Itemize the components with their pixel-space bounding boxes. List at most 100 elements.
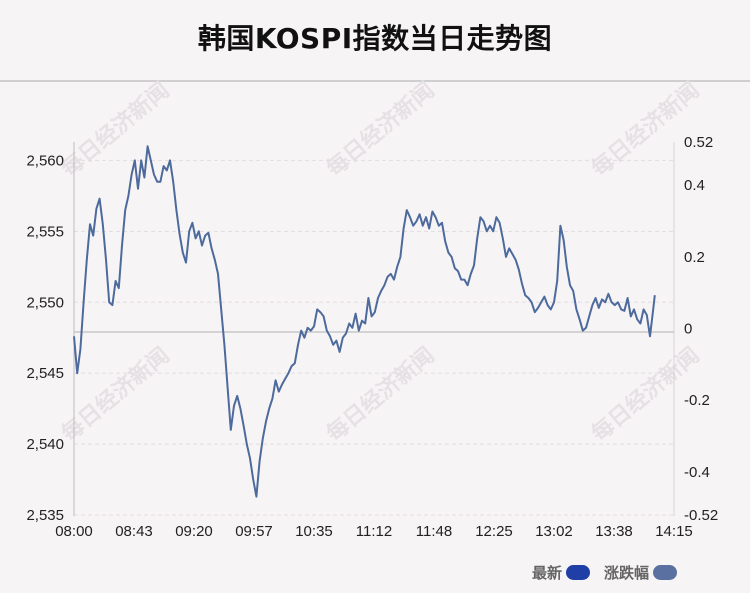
data-point [220, 309, 222, 311]
data-point [643, 309, 645, 311]
chart-title: 韩国KOSPI指数当日走势图 [197, 22, 553, 55]
data-point [294, 362, 296, 364]
data-point [624, 310, 626, 312]
data-point [595, 297, 597, 299]
legend-item-latest[interactable]: 最新 [532, 562, 591, 583]
data-point [614, 304, 616, 306]
data-point [224, 344, 226, 346]
data-point [387, 276, 389, 278]
data-point [236, 395, 238, 397]
data-point [342, 337, 344, 339]
data-point [76, 372, 78, 374]
data-point [576, 309, 578, 311]
data-point [268, 408, 270, 410]
data-point [448, 252, 450, 254]
x-tick-label: 11:48 [416, 523, 452, 540]
data-point [188, 230, 190, 232]
data-point [217, 273, 219, 275]
data-point [313, 326, 315, 328]
data-point [137, 188, 139, 190]
data-point [182, 252, 184, 254]
data-point [284, 378, 286, 380]
data-point [547, 304, 549, 306]
legend-swatch-change [653, 565, 678, 580]
data-point [508, 248, 510, 250]
data-point [243, 425, 245, 427]
data-point [86, 259, 88, 261]
title-divider [0, 80, 750, 82]
data-point [240, 408, 242, 410]
data-point [185, 262, 187, 264]
data-point [499, 222, 501, 224]
data-point [332, 344, 334, 346]
data-point [534, 311, 536, 313]
x-tick-label: 10:35 [295, 523, 333, 540]
data-point [364, 323, 366, 325]
data-point [214, 259, 216, 261]
data-point [406, 209, 408, 211]
data-point [291, 365, 293, 367]
data-point [432, 211, 434, 213]
axis-layer: 2,535 2,540 2,545 2,550 2,555 2,560 -0.52 -0.4 -… [26, 134, 718, 540]
data-point [246, 443, 248, 445]
watermark-text: 每日经济新闻 [587, 77, 705, 182]
data-point [460, 279, 462, 281]
data-point [502, 238, 504, 240]
x-tick-label: 08:00 [55, 523, 93, 540]
data-point [512, 253, 514, 255]
data-point [505, 256, 507, 258]
data-point [380, 290, 382, 292]
data-point [476, 238, 478, 240]
data-point [604, 301, 606, 303]
legend-swatch-latest [566, 565, 591, 580]
data-point [118, 287, 120, 289]
data-point [409, 216, 411, 218]
data-point [230, 429, 232, 431]
x-tick-label: 13:02 [535, 523, 573, 540]
data-point [300, 330, 302, 332]
legend-item-change[interactable]: 涨跌幅 [604, 562, 678, 583]
data-point [323, 316, 325, 318]
data-point [176, 209, 178, 211]
data-point [582, 330, 584, 332]
data-point [377, 297, 379, 299]
data-point [649, 335, 651, 337]
data-point [108, 301, 110, 303]
data-point [195, 238, 197, 240]
data-point [428, 228, 430, 230]
data-point [249, 457, 251, 459]
data-point [352, 327, 354, 329]
data-point [438, 225, 440, 227]
data-point [524, 294, 526, 296]
data-point [262, 438, 264, 440]
data-point [556, 280, 558, 282]
data-point [320, 311, 322, 313]
data-point [633, 309, 635, 311]
data-point [147, 145, 149, 147]
data-point [355, 313, 357, 315]
y-right-tick-label: -0.2 [684, 392, 710, 409]
y-left-tick-label: 2,545 [26, 365, 64, 382]
data-point [617, 301, 619, 303]
data-point [345, 333, 347, 335]
data-point [400, 256, 402, 258]
data-point [121, 245, 123, 247]
legend: 最新 涨跌幅 [532, 562, 691, 583]
y-left-tick-label: 2,560 [26, 152, 64, 169]
y-left-tick-label: 2,540 [26, 436, 64, 453]
x-tick-label: 08:43 [115, 523, 153, 540]
data-point [620, 309, 622, 311]
data-point [115, 280, 117, 282]
data-point [96, 208, 98, 210]
data-point [371, 316, 373, 318]
data-point [124, 209, 126, 211]
data-point [336, 340, 338, 342]
data-point [416, 221, 418, 223]
data-point [470, 273, 472, 275]
data-point [192, 222, 194, 224]
data-point [563, 239, 565, 241]
data-point [112, 304, 114, 306]
data-point [425, 216, 427, 218]
data-point [73, 335, 75, 337]
x-tick-label: 11:12 [356, 523, 392, 540]
